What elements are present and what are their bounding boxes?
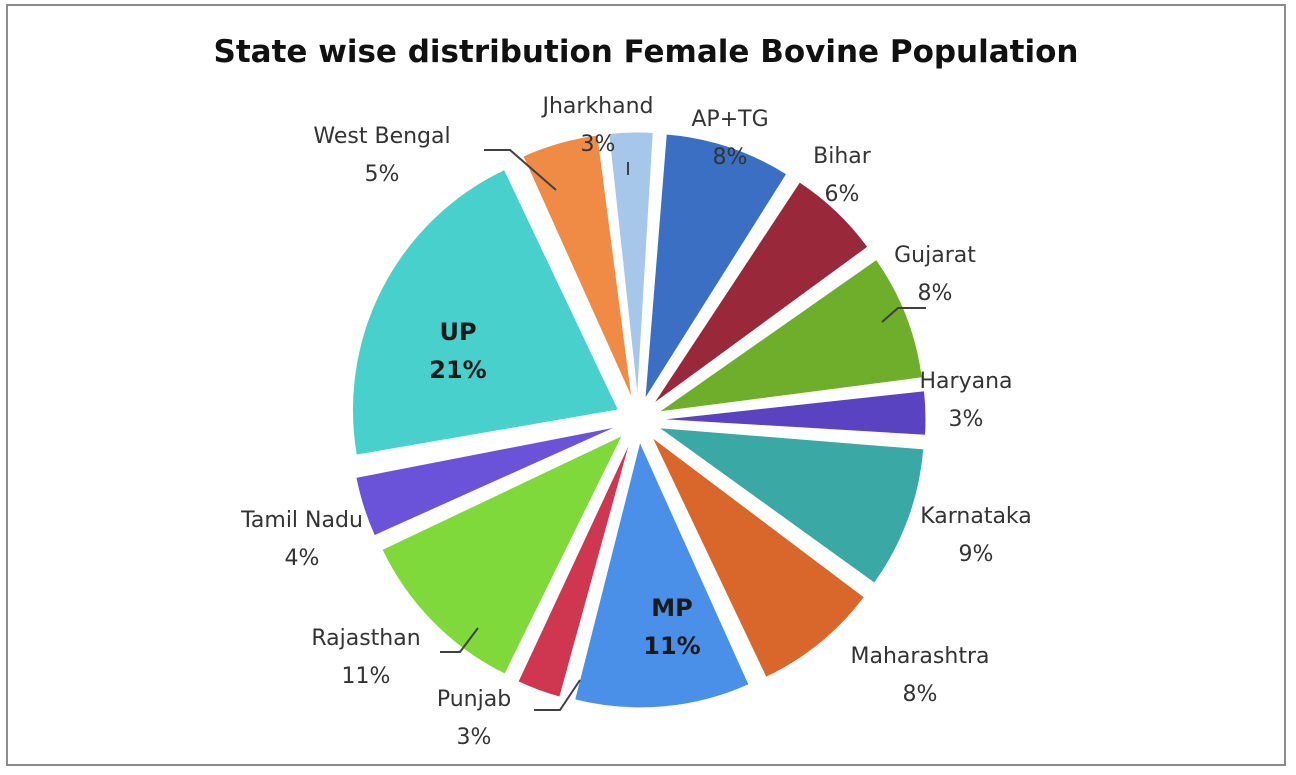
pie-slice-ap-tg — [644, 133, 788, 400]
slice-value-gujarat: 8% — [918, 281, 953, 306]
pie-slice-bihar — [652, 181, 869, 405]
slice-label-tamil-nadu: Tamil Nadu — [240, 508, 363, 533]
pie-slice-maharashtra — [651, 436, 866, 679]
slice-value-rajasthan: 11% — [342, 664, 391, 689]
slice-label-bihar: Bihar — [813, 144, 872, 169]
pie-slice-rajasthan — [381, 434, 624, 675]
chart-title: State wise distribution Female Bovine Po… — [213, 34, 1079, 70]
pie-slice-gujarat — [658, 258, 923, 413]
slice-label-west-bengal: West Bengal — [313, 124, 450, 149]
slice-label-maharashtra: Maharashtra — [851, 644, 990, 669]
leader-line-gujarat — [881, 307, 926, 323]
leader-line-punjab — [534, 679, 581, 711]
slice-label-rajasthan: Rajasthan — [311, 626, 420, 651]
slice-value-mp: 11% — [643, 632, 700, 660]
slice-label-punjab: Punjab — [437, 687, 511, 712]
pie-slice-west-bengal — [522, 134, 633, 400]
slice-label-ap-tg: AP+TG — [691, 107, 768, 132]
slice-value-punjab: 3% — [457, 725, 492, 750]
pie-slice-up — [352, 168, 620, 456]
slice-label-up: UP — [439, 318, 476, 346]
slice-label-jharkhand: Jharkhand — [540, 94, 653, 119]
pie-slice-jharkhand — [608, 131, 654, 399]
slice-label-karnataka: Karnataka — [920, 504, 1032, 529]
pie-slice-mp — [574, 440, 750, 709]
slice-label-mp: MP — [651, 594, 692, 622]
slice-value-maharashtra: 8% — [903, 682, 938, 707]
slice-value-up: 21% — [429, 356, 486, 384]
slice-value-jharkhand: 3% — [581, 132, 616, 157]
slice-value-haryana: 3% — [949, 407, 984, 432]
slice-label-haryana: Haryana — [920, 369, 1013, 394]
pie-slice-haryana — [659, 390, 927, 436]
pie-slice-punjab — [517, 440, 631, 698]
leader-line-west-bengal — [484, 149, 557, 191]
slice-value-karnataka: 9% — [959, 542, 994, 567]
slice-label-gujarat: Gujarat — [894, 243, 976, 268]
slice-value-west-bengal: 5% — [365, 162, 400, 187]
slice-value-tamil-nadu: 4% — [285, 546, 320, 571]
slice-value-bihar: 6% — [825, 182, 860, 207]
pie-slice-tamil-nadu — [355, 426, 618, 537]
slice-value-ap-tg: 8% — [713, 145, 748, 170]
leader-line-rajasthan — [440, 627, 479, 653]
pie-slice-karnataka — [656, 426, 925, 584]
